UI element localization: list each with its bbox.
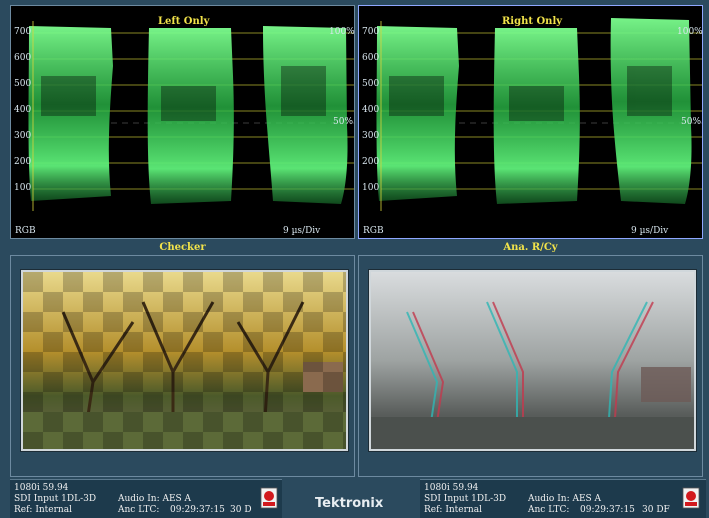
percent-top-label: 100%: [329, 27, 355, 37]
ltc-label: Anc LTC:: [118, 505, 160, 515]
picture-title-left: Checker: [159, 242, 206, 253]
tick-400: 400: [362, 105, 380, 115]
ltc-label: Anc LTC:: [528, 505, 570, 515]
picture-panel-left[interactable]: [10, 255, 355, 477]
input-source: SDI Input 1DL-3D: [424, 494, 507, 504]
tick-200: 200: [362, 157, 380, 167]
ltc-rate: 30 D: [230, 505, 252, 515]
alarm-icon[interactable]: [682, 487, 700, 509]
video-format: 1080i 59.94: [424, 483, 479, 493]
waveform-title-left: Left Only: [158, 16, 210, 27]
tick-500: 500: [14, 79, 32, 89]
anaglyph-image: [371, 272, 694, 449]
picture-panel-right[interactable]: [358, 255, 703, 477]
waveform-trace-left: [28, 21, 354, 211]
tick-300: 300: [14, 131, 32, 141]
audio-input: Audio In: AES A: [528, 494, 602, 504]
waveform-trace-right: [376, 18, 702, 211]
tick-700: 700: [362, 27, 380, 37]
ltc-rate: 30 DF: [642, 505, 670, 515]
waveform-scale-right: 9 µs/Div: [631, 226, 669, 236]
picture-title-right: Ana. R/Cy: [503, 242, 558, 253]
waveform-mode-left: RGB: [15, 226, 36, 236]
tick-100: 100: [14, 183, 32, 193]
ltc-time: 09:29:37:15: [580, 505, 635, 515]
percent-top-label: 100%: [677, 27, 703, 37]
tick-400: 400: [14, 105, 32, 115]
tick-100: 100: [362, 183, 380, 193]
waveform-monitor-left[interactable]: Left Only 700 600 500 400 300 200 100 10…: [10, 5, 355, 239]
input-source: SDI Input 1DL-3D: [14, 494, 97, 504]
waveform-mode-right: RGB: [363, 226, 384, 236]
checker-image: [23, 272, 346, 449]
ltc-time: 09:29:37:15: [170, 505, 225, 515]
reference-source: Ref: Internal: [14, 505, 72, 515]
anaglyph-picture: [369, 270, 696, 451]
alarm-icon[interactable]: [260, 487, 278, 509]
status-bar-right: 1080i 59.94 SDI Input 1DL-3D Ref: Intern…: [420, 479, 706, 518]
tick-200: 200: [14, 157, 32, 167]
waveform-scale-left: 9 µs/Div: [283, 226, 321, 236]
status-bar-left: 1080i 59.94 SDI Input 1DL-3D Ref: Intern…: [10, 479, 282, 518]
checker-picture: [21, 270, 348, 451]
percent-mid-label: 50%: [681, 117, 702, 127]
waveform-monitor-right[interactable]: Right Only 700 600 500 400 300 200 100 1…: [358, 5, 703, 239]
waveform-title-right: Right Only: [502, 16, 563, 27]
tick-500: 500: [362, 79, 380, 89]
tick-700: 700: [14, 27, 32, 37]
brand-logo: Tektronix: [315, 496, 384, 511]
video-format: 1080i 59.94: [14, 483, 69, 493]
tick-600: 600: [362, 53, 380, 63]
audio-input: Audio In: AES A: [118, 494, 192, 504]
tick-300: 300: [362, 131, 380, 141]
reference-source: Ref: Internal: [424, 505, 482, 515]
tick-600: 600: [14, 53, 32, 63]
percent-mid-label: 50%: [333, 117, 354, 127]
